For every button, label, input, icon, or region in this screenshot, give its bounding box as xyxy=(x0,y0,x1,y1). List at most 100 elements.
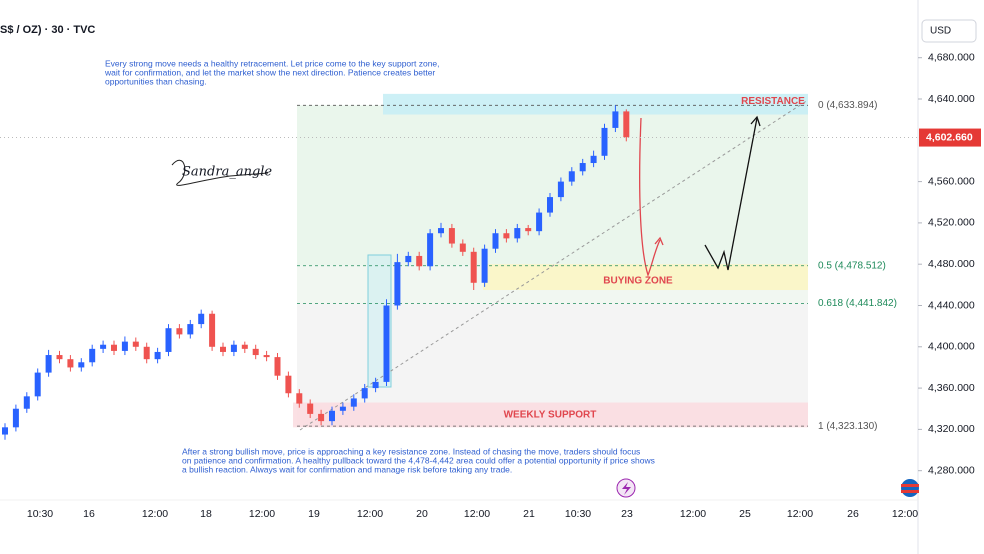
flag-icon xyxy=(901,479,919,497)
x-tick-label: 12:00 xyxy=(464,508,490,520)
y-tick-label: 4,440.000 xyxy=(928,299,975,311)
trend-line xyxy=(299,99,809,431)
x-tick-label: 21 xyxy=(523,508,535,520)
candle-body xyxy=(492,233,499,249)
zone xyxy=(383,93,808,115)
candle-body xyxy=(12,408,19,428)
y-tick-label: 4,680.000 xyxy=(928,51,975,63)
candle-body xyxy=(361,388,368,399)
candle-body xyxy=(579,163,586,172)
candle-body xyxy=(2,427,8,435)
x-tick-label: 12:00 xyxy=(142,508,168,520)
x-tick-label: 10:30 xyxy=(565,508,591,520)
candle-body xyxy=(23,396,30,409)
candle-body xyxy=(252,348,259,356)
candle-body xyxy=(154,351,161,360)
candle-body xyxy=(590,155,597,164)
candle-body xyxy=(143,346,150,360)
candle-body xyxy=(285,375,292,394)
x-tick-label: 18 xyxy=(200,508,212,520)
event-icon-bolt xyxy=(622,482,631,495)
candle-body xyxy=(220,346,226,352)
candle-body xyxy=(78,362,85,368)
candle-body xyxy=(318,413,325,422)
candle-body xyxy=(438,228,444,234)
y-tick-label: 4,360.000 xyxy=(928,382,975,394)
candle-body xyxy=(448,228,455,244)
candle-body xyxy=(121,341,128,351)
last-price-label: 4,602.660 xyxy=(926,131,973,143)
red-arrow xyxy=(639,117,661,277)
candle-body xyxy=(34,372,41,397)
fib-label: 0.618 (4,441.842) xyxy=(818,298,897,309)
x-tick-label: 26 xyxy=(847,508,859,520)
signature-stroke xyxy=(171,159,269,186)
bottom-note: After a strong bullish move, price is ap… xyxy=(182,446,640,456)
candle-body xyxy=(601,127,608,156)
candle-body xyxy=(503,233,510,239)
y-tick-label: 4,320.000 xyxy=(928,423,975,435)
black-arrow-head xyxy=(750,115,761,127)
candle-body xyxy=(56,355,63,360)
candle-body xyxy=(274,357,281,376)
candle-body xyxy=(209,313,216,347)
bottom-note: on patience and confirmation. A healthy … xyxy=(182,455,655,465)
x-tick-label: 12:00 xyxy=(357,508,383,520)
x-tick-label: 12:00 xyxy=(249,508,275,520)
candle-body xyxy=(230,344,237,352)
x-tick-label: 23 xyxy=(621,508,633,520)
candle-body xyxy=(383,305,390,382)
candle-body xyxy=(459,243,466,252)
red-arrow-head xyxy=(654,236,664,246)
flag-stripe xyxy=(901,484,919,487)
candle-body xyxy=(536,212,543,232)
y-tick-label: 4,280.000 xyxy=(928,464,975,476)
candle-body xyxy=(89,348,96,363)
candle-body xyxy=(470,251,477,283)
candle-body xyxy=(547,197,553,213)
zone-label: RESISTANCE xyxy=(741,96,805,107)
y-tick-label: 4,520.000 xyxy=(928,217,975,229)
fib-label: 0 (4,633.894) xyxy=(818,100,878,111)
x-tick-label: 12:00 xyxy=(787,508,813,520)
top-note: wait for confirmation, and let the marke… xyxy=(104,67,435,77)
candle-body xyxy=(198,313,205,325)
candle-body xyxy=(416,255,423,267)
candle-body xyxy=(241,344,248,349)
top-note: Every strong move needs a healthy retrac… xyxy=(105,58,440,68)
fib-label: 0.5 (4,478.512) xyxy=(818,260,886,271)
signature: Sandra_angle xyxy=(182,165,272,180)
fib-label: 1 (4,323.130) xyxy=(818,421,878,432)
symbol-header: S$ / OZ) · 30 · TVC xyxy=(0,24,95,36)
candle-body xyxy=(350,398,357,407)
bottom-note: a bullish reaction. Always wait for conf… xyxy=(182,464,512,474)
y-tick-label: 4,400.000 xyxy=(928,341,975,353)
candle-body xyxy=(100,344,107,349)
candle-body xyxy=(307,403,314,414)
zone-label: WEEKLY SUPPORT xyxy=(504,410,597,421)
candle-body xyxy=(514,228,521,239)
currency-box xyxy=(921,19,977,43)
candle-body xyxy=(187,324,194,335)
candle-body xyxy=(263,355,270,358)
y-tick-label: 4,480.000 xyxy=(928,258,975,270)
candle-body xyxy=(111,344,117,351)
x-tick-label: 12:00 xyxy=(892,508,918,520)
candle-body xyxy=(525,228,532,232)
candle-body xyxy=(339,406,346,411)
x-tick-label: 16 xyxy=(83,508,95,520)
y-tick-label: 4,640.000 xyxy=(928,93,975,105)
candle-body xyxy=(568,171,575,182)
x-tick-label: 19 xyxy=(308,508,320,520)
last-price-box xyxy=(919,128,981,147)
candle-body xyxy=(427,233,434,267)
candle-body xyxy=(481,248,488,283)
candle-body xyxy=(557,181,564,198)
background-layer xyxy=(293,93,808,428)
zone xyxy=(483,264,808,291)
candle-body xyxy=(296,393,303,404)
fib-band xyxy=(297,105,808,266)
candle-body xyxy=(372,381,379,389)
flag-stripe xyxy=(901,490,919,493)
